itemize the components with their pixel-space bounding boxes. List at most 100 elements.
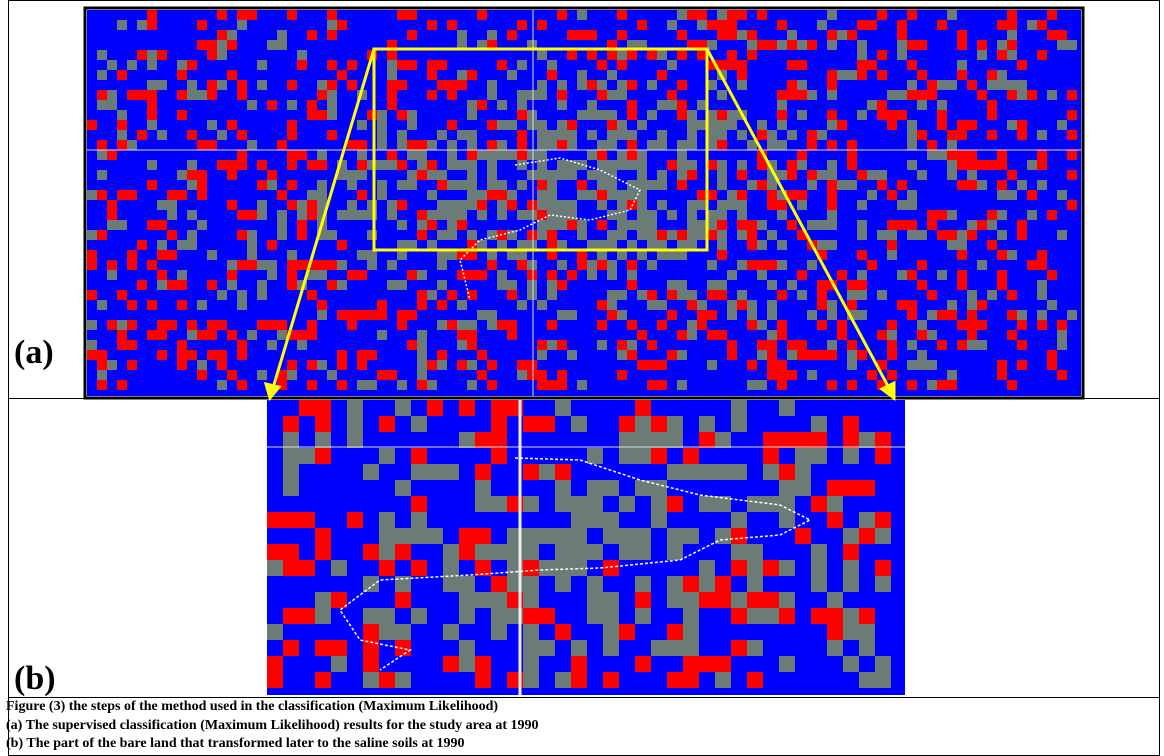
raster-cell [617, 150, 627, 160]
raster-cell [437, 320, 447, 330]
raster-cell [607, 180, 617, 190]
raster-cell [967, 170, 977, 180]
raster-cell [727, 20, 737, 30]
raster-cell [597, 320, 607, 330]
raster-cell [267, 260, 277, 270]
raster-cell [337, 20, 347, 30]
raster-cell [947, 310, 957, 320]
raster-cell [767, 310, 777, 320]
raster-cell [237, 80, 247, 90]
raster-cell [307, 190, 317, 200]
raster-cell [467, 70, 477, 80]
raster-cell [317, 270, 327, 280]
raster-cell [97, 380, 107, 390]
raster-cell [315, 640, 331, 656]
raster-cell [767, 40, 777, 50]
raster-cell [157, 250, 167, 260]
raster-cell [347, 416, 363, 432]
raster-cell [397, 110, 407, 120]
raster-cell [777, 110, 787, 120]
raster-cell [637, 160, 647, 170]
raster-cell [957, 340, 967, 350]
raster-cell [517, 360, 527, 370]
raster-cell [779, 656, 795, 672]
raster-cell [677, 80, 687, 90]
raster-cell [523, 528, 539, 544]
raster-cell [517, 370, 527, 380]
raster-cell [1017, 340, 1027, 350]
raster-cell [117, 320, 127, 330]
raster-cell [327, 130, 337, 140]
raster-cell [117, 110, 127, 120]
raster-cell [917, 40, 927, 50]
raster-cell [937, 210, 947, 220]
raster-cell [577, 110, 587, 120]
raster-cell [875, 432, 891, 448]
raster-cell [315, 544, 331, 560]
raster-cell [947, 170, 957, 180]
raster-cell [297, 50, 307, 60]
raster-cell [97, 140, 107, 150]
raster-cell [847, 340, 857, 350]
raster-cell [827, 240, 837, 250]
raster-cell [779, 496, 795, 512]
raster-cell [467, 230, 477, 240]
raster-cell [887, 250, 897, 260]
raster-cell [437, 230, 447, 240]
raster-cell [477, 210, 487, 220]
raster-cell [1007, 10, 1017, 20]
raster-cell [227, 30, 237, 40]
raster-cell [1007, 190, 1017, 200]
raster-cell [877, 330, 887, 340]
raster-cell [447, 160, 457, 170]
raster-cell [477, 150, 487, 160]
raster-cell [1007, 310, 1017, 320]
raster-cell [687, 330, 697, 340]
raster-cell [411, 560, 427, 576]
raster-cell [587, 496, 603, 512]
raster-cell [411, 416, 427, 432]
raster-cell [327, 280, 337, 290]
raster-cell [947, 210, 957, 220]
raster-cell [717, 220, 727, 230]
raster-cell [767, 340, 777, 350]
raster-cell [957, 160, 967, 170]
raster-cell [647, 300, 657, 310]
raster-cell [617, 210, 627, 220]
raster-cell [827, 140, 837, 150]
raster-cell [97, 100, 107, 110]
raster-cell [857, 70, 867, 80]
raster-cell [1027, 190, 1037, 200]
raster-cell [1057, 40, 1067, 50]
raster-cell [757, 340, 767, 350]
raster-cell [657, 50, 667, 60]
raster-cell [737, 30, 747, 40]
raster-cell [707, 330, 717, 340]
raster-cell [537, 80, 547, 90]
raster-cell [127, 300, 137, 310]
raster-cell [917, 70, 927, 80]
raster-cell [377, 330, 387, 340]
raster-cell [607, 300, 617, 310]
raster-cell [597, 110, 607, 120]
raster-cell [1067, 310, 1077, 320]
raster-cell [777, 290, 787, 300]
raster-cell [647, 140, 657, 150]
raster-cell [731, 560, 747, 576]
raster-cell [1017, 120, 1027, 130]
raster-cell [797, 270, 807, 280]
raster-cell [327, 110, 337, 120]
raster-cell [527, 290, 537, 300]
raster-cell [627, 160, 637, 170]
raster-cell [857, 290, 867, 300]
raster-cell [97, 70, 107, 80]
raster-cell [97, 150, 107, 160]
raster-cell [567, 270, 577, 280]
raster-cell [467, 130, 477, 140]
raster-cell [417, 150, 427, 160]
raster-cell [1037, 50, 1047, 60]
raster-cell [97, 190, 107, 200]
raster-cell [737, 10, 747, 20]
raster-cell [379, 672, 395, 688]
raster-cell [257, 320, 267, 330]
